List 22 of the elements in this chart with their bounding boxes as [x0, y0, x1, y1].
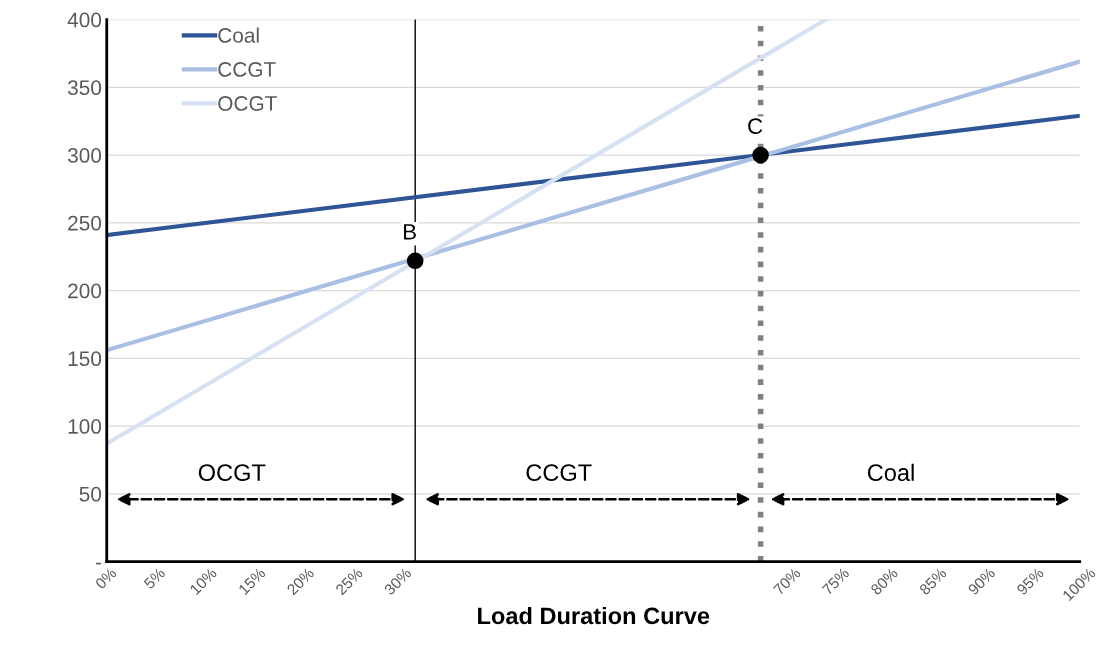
annotation: CCGT — [526, 464, 592, 482]
x-tick-label: 70% — [772, 567, 802, 596]
legend-label: OCGT — [218, 96, 277, 111]
y-tick-label: 400 — [67, 12, 102, 28]
x-tick-label: 0% — [94, 567, 118, 590]
x-tick-label: 75% — [821, 567, 850, 596]
y-tick-label: 300 — [67, 148, 102, 163]
legend-label: Coal — [218, 27, 259, 43]
y-tick-label: 200 — [68, 283, 102, 299]
annotation: C — [748, 118, 763, 135]
annotation: Coal — [867, 463, 914, 482]
annotation: OCGT — [198, 464, 266, 482]
y-tick-label: 250 — [68, 215, 102, 231]
legend-label: CCGT — [218, 62, 276, 77]
x-axis-title: Load Duration Curve — [478, 606, 710, 625]
y-tick-label: 50 — [79, 486, 102, 502]
annotation: B — [404, 224, 416, 240]
y-tick-label: 150 — [68, 351, 102, 367]
y-tick-label: 100 — [68, 419, 102, 434]
y-tick-label: - — [95, 562, 101, 565]
x-tick-label: 5% — [143, 567, 166, 590]
y-tick-label: 350 — [67, 80, 102, 96]
